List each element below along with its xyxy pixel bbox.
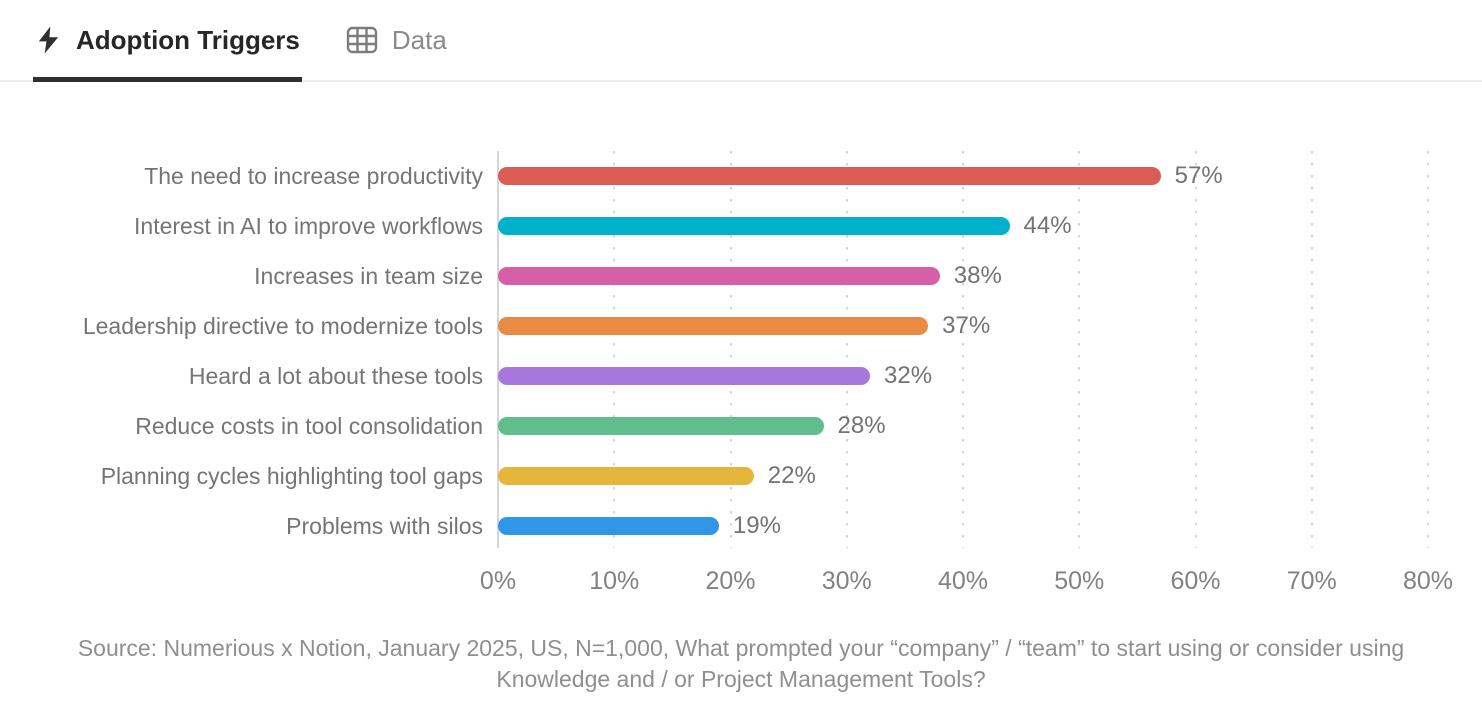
x-tick-label: 50%	[1054, 567, 1105, 595]
bar-track: 57%	[498, 151, 1428, 201]
x-tick-label: 0%	[479, 567, 517, 595]
chart-row: Heard a lot about these tools 32%	[0, 351, 1482, 401]
category-label: Leadership directive to modernize tools	[82, 312, 483, 339]
value-label: 57%	[1174, 162, 1223, 189]
x-tick-label: 80%	[1402, 567, 1454, 595]
bar-track: 28%	[498, 401, 1428, 451]
category-label: Heard a lot about these tools	[188, 362, 483, 389]
bar[interactable]	[498, 517, 719, 535]
bar[interactable]	[498, 417, 824, 435]
category-label: Increases in team size	[254, 262, 483, 289]
x-axis: 0% 10% 20% 30% 40% 50% 60% 70% 80%	[480, 551, 1453, 599]
bar-track: 44%	[498, 201, 1428, 251]
tab-bar: Adoption Triggers Data	[0, 0, 1482, 82]
bar-track: 19%	[498, 501, 1428, 551]
chart-row: Leadership directive to modernize tools 3…	[0, 301, 1482, 351]
x-tick-label: 10%	[589, 567, 640, 595]
value-label: 44%	[1023, 212, 1072, 239]
value-label: 19%	[732, 512, 781, 539]
value-label: 38%	[953, 262, 1002, 289]
bar[interactable]	[498, 317, 929, 335]
bar-track: 38%	[498, 251, 1428, 301]
x-tick-label: 70%	[1286, 567, 1337, 595]
chart-row: Problems with silos 19%	[0, 501, 1482, 551]
value-label: 37%	[942, 312, 991, 339]
category-label: Planning cycles highlighting tool gaps	[100, 462, 483, 489]
chart-row: Reduce costs in tool consolidation 28%	[0, 401, 1482, 451]
category-label: Reduce costs in tool consolidation	[135, 412, 483, 439]
x-tick-label: 30%	[821, 567, 872, 595]
chart-row: Interest in AI to improve workflows 44%	[0, 201, 1482, 251]
category-label: The need to increase productivity	[144, 162, 483, 189]
tab-label: Data	[391, 24, 447, 55]
bar-track: 32%	[498, 351, 1428, 401]
value-label: 32%	[884, 362, 933, 389]
x-tick-label: 60%	[1170, 567, 1221, 595]
bar[interactable]	[498, 267, 940, 285]
bar-track: 37%	[498, 301, 1428, 351]
bar[interactable]	[498, 167, 1161, 185]
value-label: 28%	[837, 412, 886, 439]
category-label: Interest in AI to improve workflows	[134, 212, 483, 239]
value-label: 22%	[767, 462, 816, 489]
lightning-icon	[35, 25, 62, 55]
category-label: Problems with silos	[286, 512, 483, 539]
tab-label: Adoption Triggers	[76, 24, 300, 55]
bar[interactable]	[498, 467, 754, 485]
x-tick-label: 20%	[705, 567, 756, 595]
bar[interactable]	[498, 217, 1010, 235]
chart-row: Planning cycles highlighting tool gaps 22…	[0, 451, 1482, 501]
bar-chart: The need to increase productivity 57% Inte…	[0, 151, 1482, 599]
chart-rows: The need to increase productivity 57% Inte…	[0, 151, 1482, 551]
x-tick-label: 40%	[937, 567, 989, 595]
table-icon	[346, 26, 378, 54]
bar[interactable]	[498, 367, 870, 385]
tab-data[interactable]: Data	[344, 0, 449, 80]
chart-row: The need to increase productivity 57%	[0, 151, 1482, 201]
chart-row: Increases in team size 38%	[0, 251, 1482, 301]
bar-track: 22%	[498, 451, 1428, 501]
source-caption: Source: Numerious x Notion, January 2025…	[77, 635, 1405, 692]
tab-adoption-triggers[interactable]: Adoption Triggers	[33, 0, 302, 82]
